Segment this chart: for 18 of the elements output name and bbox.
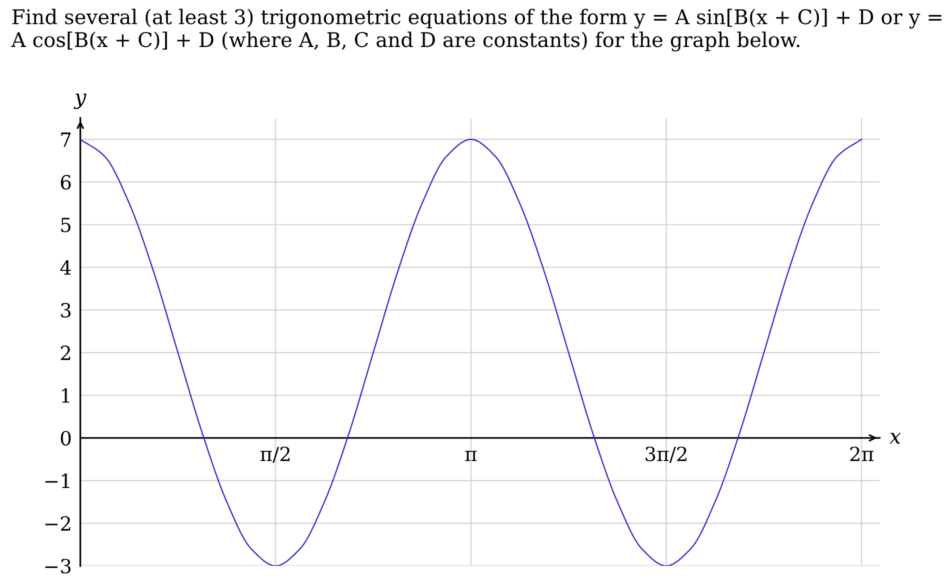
y-tick-label: 2 (60, 346, 70, 360)
x-tick-label: 2π (850, 446, 874, 462)
y-tick-label: 1 (62, 388, 70, 403)
y-tick-label: 5 (61, 218, 70, 232)
chart-title: Find several (at least 3) trigonometric equations of the form y = A sin[B(x + C)] + D or y = A cos[B(x + C)] + D (where A, B, C and D are constants) for the graph below. (11, 8, 942, 52)
y-tick-label: −1 (45, 474, 70, 488)
y-tick-label: 6 (60, 174, 71, 190)
y-axis-title: y (74, 94, 86, 110)
y-tick-label: 7 (61, 132, 71, 147)
x-tick-label: 3π/2 (646, 446, 686, 463)
y-tick-label: 3 (61, 302, 71, 318)
x-tick-label: π (465, 450, 477, 462)
y-tick-label: 0 (60, 430, 71, 446)
x-axis-title: x (889, 432, 901, 444)
y-tick-label: −2 (45, 516, 70, 531)
x-tick-label: π/2 (260, 446, 290, 463)
y-tick-label: −3 (45, 558, 71, 574)
y-tick-label: 4 (60, 260, 72, 275)
